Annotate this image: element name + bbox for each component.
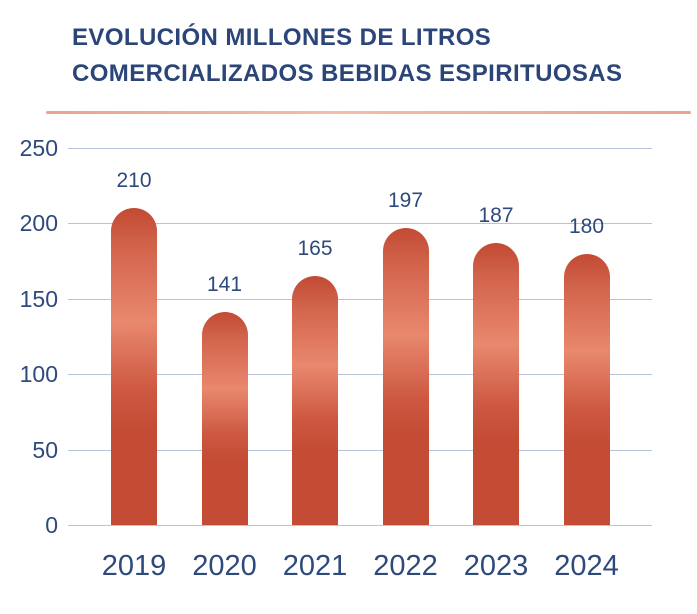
x-axis-label-2019: 2019 bbox=[101, 550, 167, 582]
bar-value-label-2021: 165 bbox=[297, 237, 333, 261]
chart-title-line1: EVOLUCIÓN MILLONES DE LITROS bbox=[72, 24, 492, 51]
y-axis-tick-label-150: 150 bbox=[19, 285, 58, 312]
y-axis-tick-label-0: 0 bbox=[45, 512, 58, 538]
gridline-y-150 bbox=[68, 298, 652, 300]
x-axis-label-2024: 2024 bbox=[554, 550, 619, 582]
chart-title-line2: COMERCIALIZADOS BEBIDAS ESPIRITUOSAS bbox=[72, 60, 623, 87]
chart-title: EVOLUCIÓN MILLONES DE LITROS COMERCIALIZ… bbox=[72, 20, 622, 92]
y-axis-tick-label-50: 50 bbox=[32, 436, 58, 463]
bar-2023 bbox=[473, 243, 519, 525]
gridline-y-250 bbox=[68, 148, 652, 149]
x-axis-label-2023: 2023 bbox=[463, 550, 529, 582]
bar-value-label-2023: 187 bbox=[478, 204, 514, 227]
x-axis-label-2022: 2022 bbox=[373, 550, 438, 582]
bar-value-label-2020: 141 bbox=[206, 273, 243, 297]
bar-2024 bbox=[563, 253, 610, 525]
y-axis-tick-label-200: 200 bbox=[19, 210, 58, 237]
bar-value-label-2019: 210 bbox=[116, 169, 152, 193]
bar-value-label-2024: 180 bbox=[568, 214, 605, 238]
bar-2020 bbox=[201, 312, 248, 525]
x-axis-label-2021: 2021 bbox=[282, 550, 348, 582]
gridline-y-0 bbox=[68, 525, 652, 526]
gridline-y-200 bbox=[68, 223, 652, 225]
bar-2021 bbox=[292, 276, 338, 525]
bar-2019 bbox=[111, 208, 157, 525]
gridline-y-100 bbox=[68, 374, 652, 376]
y-axis-tick-label-250: 250 bbox=[19, 135, 58, 161]
x-axis-label-2020: 2020 bbox=[192, 550, 257, 582]
y-axis-tick-label-100: 100 bbox=[19, 361, 58, 388]
gridline-y-50 bbox=[68, 449, 652, 451]
bar-2022 bbox=[382, 227, 429, 525]
title-underline bbox=[46, 111, 691, 114]
bar-value-label-2022: 197 bbox=[387, 188, 424, 212]
